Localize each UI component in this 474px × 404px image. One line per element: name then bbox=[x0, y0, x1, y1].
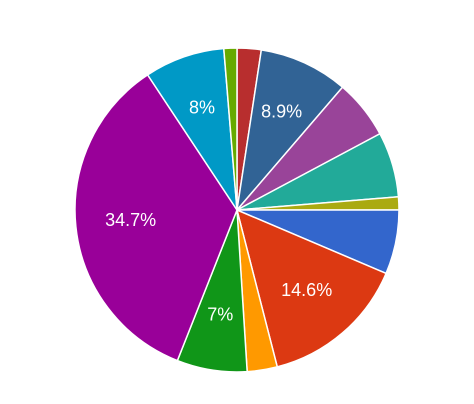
pie-slice bbox=[235, 208, 388, 368]
slice-label: 8% bbox=[189, 98, 215, 118]
pie-slice bbox=[222, 47, 238, 211]
slice-label: 14.6% bbox=[281, 280, 332, 300]
slice-label: 7% bbox=[207, 304, 233, 324]
slice-label: 34.7% bbox=[105, 210, 156, 230]
pie-slice bbox=[74, 73, 238, 362]
pie-slice bbox=[235, 48, 344, 213]
slice-label: 8.9% bbox=[261, 102, 302, 122]
